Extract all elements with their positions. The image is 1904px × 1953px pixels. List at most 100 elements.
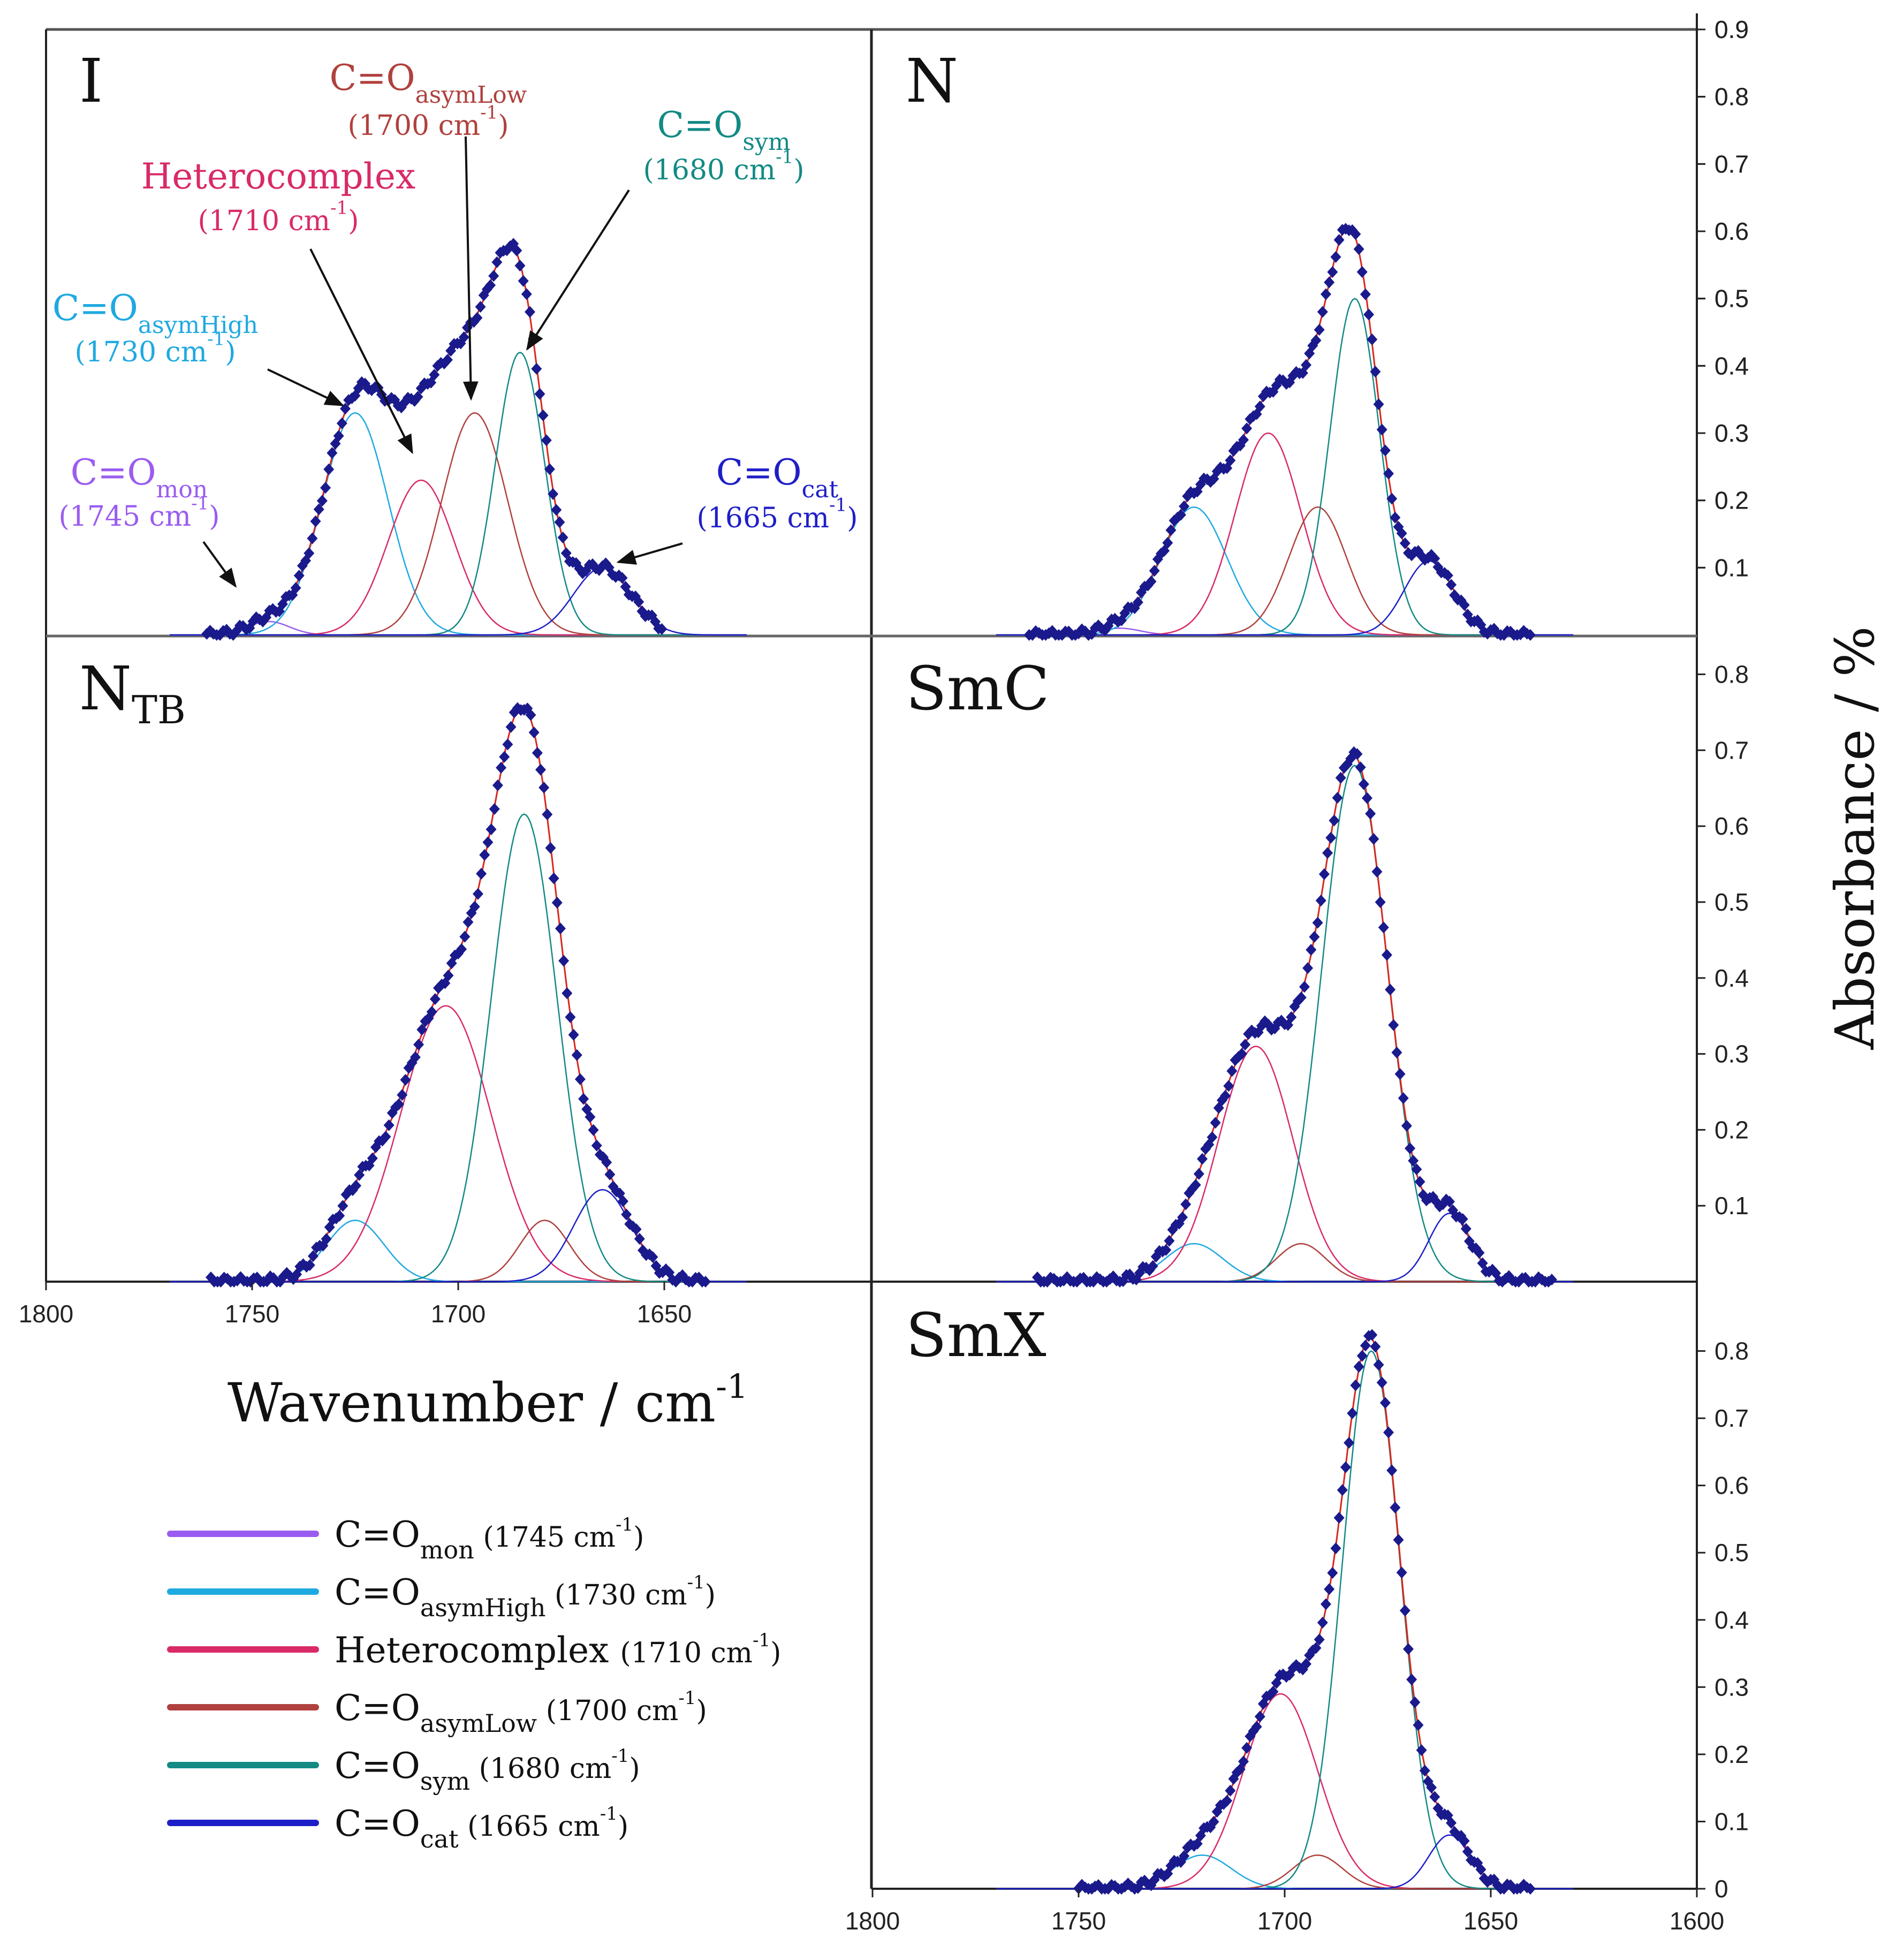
annotation-cat-band: (1665 cm-1): [696, 494, 858, 534]
fit-curve: [1029, 225, 1532, 636]
data-point: [1220, 1089, 1231, 1102]
data-point: [1446, 1817, 1457, 1829]
data-point: [634, 1232, 645, 1245]
data-point: [1442, 569, 1453, 581]
data-point: [560, 547, 572, 559]
annotation-cat-arrow: [616, 542, 683, 565]
data-point: [1321, 288, 1331, 300]
y-tick-label: 0.6: [1715, 217, 1749, 245]
data-point: [562, 987, 573, 1000]
x-tick-label: 1700: [431, 1300, 486, 1328]
y-tick-label: 0.2: [1715, 1116, 1749, 1144]
x-tick-label: 1700: [1257, 1907, 1312, 1935]
data-point: [1318, 868, 1330, 880]
panel-smc: SmC 0.8 0.7 0.6 0.5 0.4 0.3 0.2 0.1: [906, 654, 1749, 1288]
data-point: [316, 495, 328, 507]
fit-curve: [1079, 1336, 1533, 1890]
data-point: [604, 1168, 616, 1180]
experimental-points: [206, 702, 711, 1288]
y-tick-label: 0.5: [1715, 888, 1749, 916]
data-point: [485, 279, 496, 291]
data-point: [459, 930, 471, 943]
y-tick-label: 0.7: [1715, 150, 1749, 178]
data-point: [1301, 359, 1312, 371]
data-point: [496, 762, 507, 774]
data-point: [380, 1131, 391, 1143]
data-point: [1254, 400, 1265, 413]
data-point: [551, 504, 562, 516]
data-point: [1381, 949, 1392, 961]
data-point: [476, 867, 487, 880]
data-point: [1344, 1436, 1355, 1449]
y-tick-label: 0.7: [1715, 1404, 1749, 1432]
data-point: [1405, 1142, 1416, 1155]
component-cat-curve: [170, 1189, 747, 1283]
data-point: [1347, 1407, 1358, 1419]
annotation-sym-band: (1680 cm-1): [643, 146, 804, 186]
data-point: [1324, 1583, 1335, 1595]
data-point: [1324, 276, 1335, 289]
legend-label-asymHigh: C=OasymHigh (1730 cm-1): [335, 1572, 716, 1622]
experimental-points: [201, 238, 667, 641]
data-point: [1399, 537, 1410, 549]
data-point: [479, 849, 490, 861]
data-point: [429, 369, 440, 381]
y-tick-label: 0.3: [1715, 1040, 1749, 1068]
data-point: [1371, 866, 1383, 878]
data-point: [631, 1223, 642, 1236]
data-point: [1317, 306, 1328, 318]
y-tick-label: 0.3: [1715, 419, 1749, 447]
y-axis-title: Absorbance / %: [1824, 626, 1886, 1050]
data-point: [571, 1049, 582, 1061]
data-point: [1378, 921, 1389, 934]
data-point: [1360, 288, 1371, 300]
y-tick-label: 0.3: [1715, 419, 1749, 447]
data-point: [1370, 366, 1381, 378]
data-point: [518, 275, 529, 287]
annotation-asymHigh-arrow: [267, 368, 345, 406]
data-point: [1396, 1566, 1407, 1579]
data-point: [336, 417, 347, 429]
x-tick-label: 1800: [845, 1907, 900, 1935]
y-tick-label: 0.8: [1715, 83, 1749, 111]
data-point: [327, 447, 338, 459]
data-point: [383, 1119, 395, 1131]
data-point: [1373, 1359, 1384, 1371]
data-point: [1367, 1329, 1378, 1341]
data-point: [574, 1073, 586, 1085]
data-point: [1459, 599, 1470, 611]
data-point: [1207, 1131, 1218, 1144]
data-point: [1399, 1604, 1410, 1617]
data-point: [491, 256, 503, 268]
data-point: [568, 1028, 579, 1041]
y-tick-label: 0.9: [1715, 16, 1749, 43]
data-point: [1175, 509, 1186, 521]
y-tick-label: 0.3: [1715, 1673, 1749, 1701]
component-asymLow-curve: [996, 506, 1573, 636]
data-point: [1177, 1211, 1188, 1223]
y-tick-label: 0.4: [1715, 352, 1749, 380]
data-point: [1376, 1376, 1387, 1389]
data-point: [531, 362, 542, 375]
data-point: [1446, 579, 1457, 591]
data-point: [472, 888, 483, 900]
component-sym-curve: [170, 351, 747, 636]
data-point: [1335, 771, 1346, 784]
annotation-asymLow-band: (1700 cm-1): [347, 102, 509, 142]
data-point: [1309, 931, 1320, 943]
data-point: [1394, 1068, 1406, 1080]
data-point: [514, 260, 526, 272]
legend-label-cat: C=Ocat (1665 cm-1): [335, 1803, 628, 1853]
data-point: [1330, 251, 1341, 263]
data-point: [1147, 1260, 1158, 1272]
data-point: [1325, 831, 1337, 844]
data-point: [1165, 524, 1177, 536]
component-sym-curve: [996, 1350, 1573, 1890]
data-point: [1356, 1350, 1368, 1362]
data-point: [1386, 1464, 1398, 1477]
data-point: [542, 808, 553, 821]
data-point: [1358, 778, 1369, 790]
data-point: [1317, 1616, 1328, 1629]
data-point: [656, 623, 667, 635]
data-point: [412, 391, 423, 403]
